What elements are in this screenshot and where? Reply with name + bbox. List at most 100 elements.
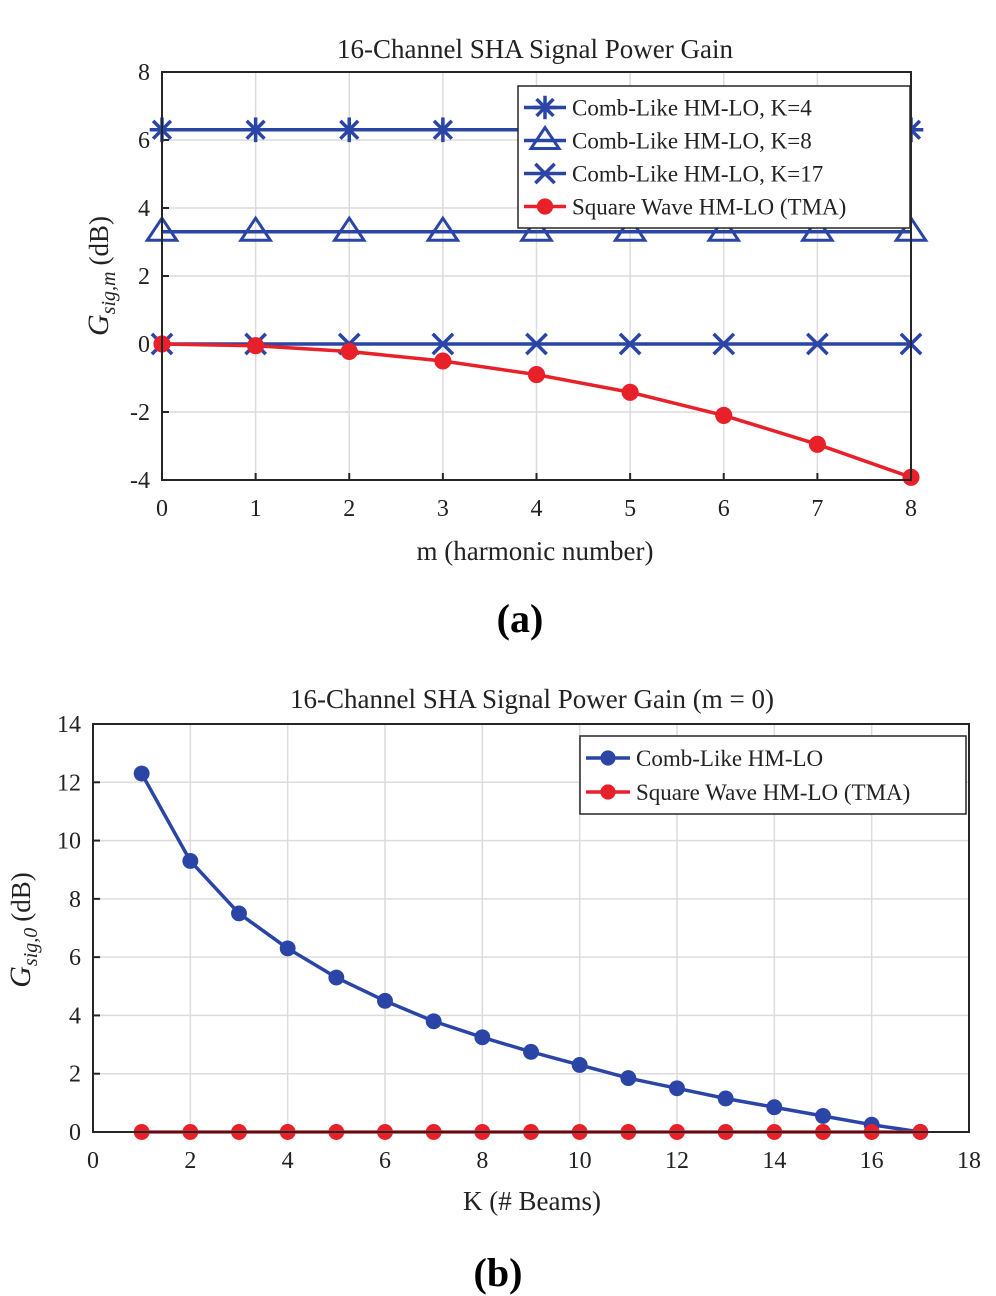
chart-b-series-0-point: [815, 1108, 831, 1124]
chart-a-ylabel-main: G: [82, 314, 115, 336]
chart-b-legend-entry: Comb-Like HM-LO: [586, 746, 823, 771]
chart-b-series-0: [133, 765, 929, 1140]
chart-a-legend-swatch-marker: [533, 95, 557, 120]
chart-b-series-0-point: [328, 969, 345, 986]
chart-a-ylabel: Gsig,m (dB): [82, 216, 120, 336]
chart-b-legend-swatch-marker: [600, 750, 616, 766]
chart-b-legend: Comb-Like HM-LO Square Wave HM-LO (TMA): [579, 735, 967, 815]
chart-b-xtick-label: 0: [87, 1148, 99, 1174]
chart-b-series-0-point: [133, 765, 150, 782]
chart-a-legend-label: Comb-Like HM-LO, K=8: [572, 129, 812, 154]
chart-b-legend-label: Comb-Like HM-LO: [636, 746, 823, 771]
chart-b-xtick-label: 10: [568, 1148, 592, 1174]
chart-a-series-2-point: [431, 332, 455, 356]
chart-b-legend-entry: Square Wave HM-LO (TMA): [586, 780, 910, 805]
chart-a-series-1-point: [518, 215, 555, 242]
chart-b-series-0-point: [182, 853, 199, 869]
chart-a-series-3-point: [527, 366, 546, 384]
chart-b-ylabel-main: G: [4, 966, 37, 988]
chart-b-xtick-label: 16: [860, 1148, 884, 1174]
chart-b-xtick-label: 8: [476, 1148, 488, 1174]
chart-a-plot-frame: [161, 71, 912, 481]
chart-b-series-0-point: [766, 1099, 783, 1116]
chart-a-ytick-label: 2: [138, 264, 150, 290]
chart-a-legend-swatch-marker: [536, 198, 554, 215]
chart-a-ylabel-unit: (dB): [84, 216, 114, 266]
chart-a-series-2-point: [712, 332, 736, 356]
chart-b-ytick-label: 0: [69, 1120, 81, 1146]
chart-b-xtick-label: 12: [665, 1148, 689, 1174]
chart-a-ytick-label: 8: [138, 60, 150, 86]
chart-b-series-0-point: [231, 905, 247, 922]
chart-a-ylabel-sub: sig,m: [98, 272, 120, 315]
chart-b-xlabel: K (# Beams): [463, 1186, 601, 1216]
chart-a: 0 1 2 3 4 5 6 7 8 -4 -2 0 2 4 6 8 16-Channel SHA Signal…: [82, 34, 929, 641]
chart-b-xtick-label: 14: [762, 1148, 786, 1174]
chart-b-legend-swatch-marker: [600, 784, 616, 800]
chart-b-legend-label: Square Wave HM-LO (TMA): [636, 780, 910, 805]
chart-a-series-1-point: [706, 215, 742, 242]
chart-a-series-3-point: [247, 337, 265, 355]
chart-b-series-0-point: [669, 1080, 685, 1097]
chart-a-series-3-point: [621, 383, 639, 401]
chart-a-xtick-label: 8: [905, 496, 917, 522]
chart-b-series-0-point: [717, 1090, 734, 1107]
chart-a-xtick-label: 1: [250, 496, 262, 522]
chart-b-series-0-point: [571, 1057, 588, 1073]
chart-a-xlabel: m (harmonic number): [417, 536, 654, 566]
chart-b-series-0-point: [279, 940, 296, 957]
chart-b-ytick-label: 4: [69, 1003, 81, 1029]
chart-a-legend-entry: Comb-Like HM-LO, K=17: [524, 162, 823, 187]
chart-b-ytick-label: 14: [57, 712, 81, 738]
chart-b-series-0-point: [620, 1070, 637, 1087]
chart-a-legend-entry: Comb-Like HM-LO, K=4: [524, 96, 812, 121]
chart-a-series-2-point: [525, 332, 548, 356]
chart-b-xtick-label: 18: [957, 1148, 981, 1174]
chart-a-legend-entry: Square Wave HM-LO (TMA): [524, 195, 846, 220]
chart-a-xtick-label: 2: [343, 496, 355, 522]
chart-b-ytick-label: 10: [57, 829, 81, 855]
chart-b-xtick-label: 4: [282, 1148, 294, 1174]
chart-a-ytick-label: 6: [138, 128, 150, 154]
chart-b-series-0-point: [425, 1013, 442, 1030]
chart-b-legend-box: [579, 735, 967, 815]
chart-a-series-1-point: [331, 215, 367, 242]
chart-b-panel-label: (b): [474, 1250, 523, 1295]
chart-b-ytick-label: 2: [69, 1062, 81, 1088]
chart-b-xtick-label: 2: [184, 1148, 196, 1174]
chart-b-title: 16-Channel SHA Signal Power Gain (m = 0): [290, 684, 774, 714]
chart-a-series-2-point: [618, 332, 642, 356]
chart-a-xtick-label: 4: [531, 496, 543, 522]
chart-a-series-1-point: [425, 215, 461, 242]
chart-a-series-3-point: [340, 342, 358, 361]
chart-b-series-0-point: [377, 992, 393, 1009]
chart-a-legend: Comb-Like HM-LO, K=4 Comb-Like HM-LO, K=8…: [517, 85, 911, 229]
chart-a-title: 16-Channel SHA Signal Power Gain: [337, 34, 733, 64]
chart-a-ytick-label: 0: [138, 332, 150, 358]
chart-b-series-0-line: [140, 772, 921, 1134]
chart-a-legend-label: Comb-Like HM-LO, K=4: [572, 96, 812, 121]
chart-b-plot-frame: [92, 723, 970, 1133]
chart-a-series-1-point: [612, 215, 648, 242]
chart-a-ytick-label: 4: [138, 196, 150, 222]
chart-b-ylabel-unit: (dB): [6, 872, 36, 922]
chart-b-ylabel: Gsig,0 (dB): [4, 872, 42, 988]
chart-a-xtick-label: 0: [156, 496, 168, 522]
chart-a-series-3-point: [434, 352, 452, 370]
chart-a-series-3-point: [808, 435, 826, 453]
chart-a-legend-swatch-marker: [528, 124, 562, 151]
chart-a-legend-entry: Comb-Like HM-LO, K=8: [524, 124, 812, 154]
chart-b-ylabel-sub: sig,0: [20, 928, 42, 966]
chart-a-legend-box: [517, 85, 911, 229]
chart-a-ytick-label: -4: [130, 468, 150, 494]
chart-b-ytick-label: 8: [69, 887, 81, 913]
chart-b-xtick-label: 6: [379, 1148, 391, 1174]
chart-a-series-2-point: [805, 332, 829, 356]
chart-a-xtick-label: 5: [624, 496, 636, 522]
chart-a-legend-swatch-marker: [534, 162, 556, 185]
chart-a-series-3-point: [715, 406, 733, 424]
chart-b-ytick-label: 6: [69, 945, 81, 971]
chart-a-series-0-point: [243, 117, 268, 143]
chart-a-xtick-label: 6: [718, 496, 730, 522]
